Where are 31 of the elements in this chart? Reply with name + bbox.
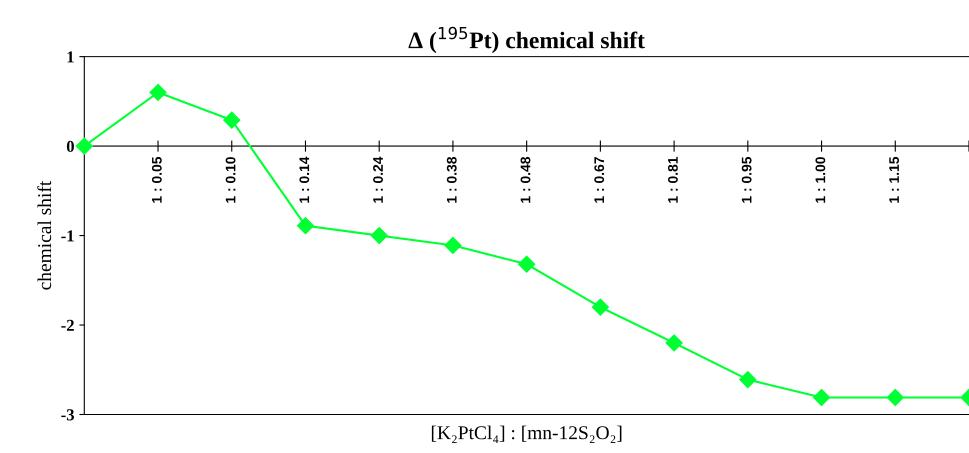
- y-axis-title: chemical shift: [37, 180, 52, 290]
- point: [76, 138, 93, 155]
- y-tick-label: -2: [61, 320, 74, 331]
- y-tick-label: 0: [66, 140, 74, 152]
- x-tick-label: 1 : 0.95: [742, 156, 752, 203]
- point: [666, 334, 683, 352]
- x-axis-title: [K₂PtCl₄] : [mn-12S₂O₂]: [432, 426, 622, 444]
- x-tick-label: 1 : 0.38: [446, 156, 457, 203]
- point: [444, 236, 462, 254]
- x-tick-label: 1 : 0.14: [299, 156, 310, 203]
- y-tick-label: 1: [68, 51, 74, 62]
- point: [739, 371, 756, 388]
- point: [223, 112, 240, 129]
- x-tick-label: 1 : 0.48: [520, 156, 530, 203]
- x-tick-label: 1 : 0.81: [668, 156, 678, 203]
- x-tick-label: 1 : 0.10: [226, 157, 236, 203]
- y-tick-label: -3: [61, 409, 74, 420]
- x-tick-label: 1 : 0.67: [594, 157, 604, 203]
- x-tick-label: 1 : 0.05: [152, 156, 162, 203]
- x-tick-label: 1 : 1.00: [815, 157, 826, 203]
- x-tick-label: 1 : 0.24: [373, 156, 383, 203]
- point: [370, 227, 388, 244]
- point: [592, 298, 609, 316]
- point: [518, 256, 536, 273]
- point: [813, 388, 830, 406]
- x-tick-label: 1 : 1.15: [889, 156, 900, 203]
- point: [296, 217, 314, 234]
- point: [149, 84, 167, 101]
- chart-title: Δ ($^{195}$Pt) chemical shift: [408, 26, 645, 54]
- point: [886, 388, 904, 406]
- y-tick-label: -1: [61, 230, 74, 242]
